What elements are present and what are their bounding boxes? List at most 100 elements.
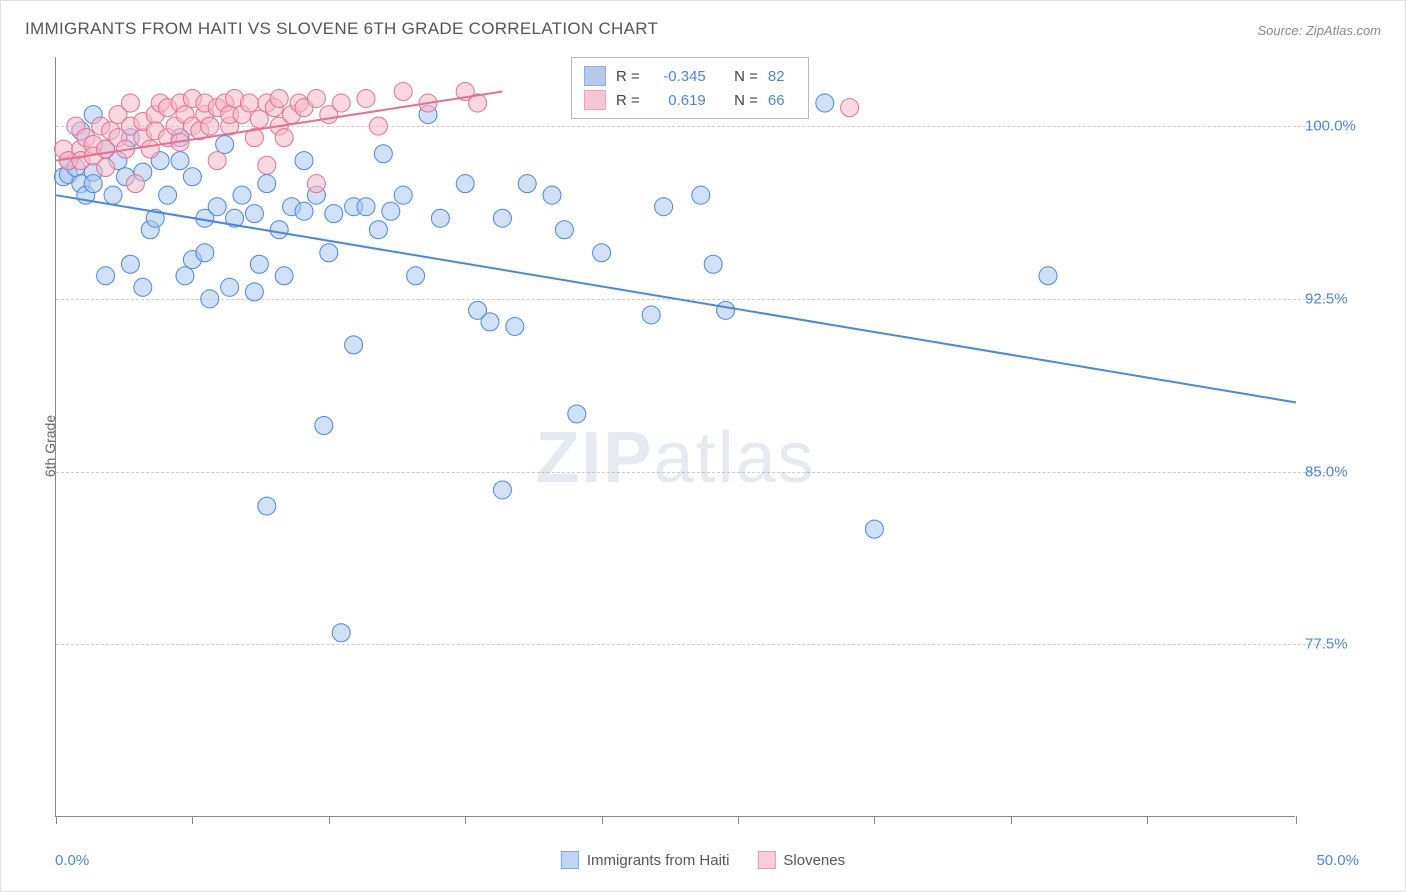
x-tick bbox=[738, 816, 739, 824]
stats-r-value: 0.619 bbox=[650, 92, 706, 109]
scatter-point bbox=[568, 405, 586, 423]
scatter-point bbox=[307, 175, 325, 193]
scatter-point bbox=[704, 255, 722, 273]
scatter-point bbox=[357, 89, 375, 107]
stats-legend: R =-0.345 N =82R =0.619 N =66 bbox=[571, 57, 809, 119]
scatter-point bbox=[518, 175, 536, 193]
scatter-point bbox=[816, 94, 834, 112]
scatter-point bbox=[717, 301, 735, 319]
scatter-point bbox=[84, 175, 102, 193]
stats-n-value: 66 bbox=[768, 92, 796, 109]
legend-label: Slovenes bbox=[783, 852, 845, 869]
scatter-point bbox=[307, 89, 325, 107]
scatter-point bbox=[171, 152, 189, 170]
scatter-point bbox=[493, 481, 511, 499]
scatter-point bbox=[692, 186, 710, 204]
scatter-point bbox=[481, 313, 499, 331]
x-tick bbox=[1147, 816, 1148, 824]
scatter-point bbox=[345, 336, 363, 354]
scatter-point bbox=[201, 290, 219, 308]
scatter-point bbox=[332, 94, 350, 112]
scatter-point bbox=[295, 152, 313, 170]
scatter-point bbox=[315, 416, 333, 434]
y-tick-label: 100.0% bbox=[1305, 118, 1365, 135]
chart-container: IMMIGRANTS FROM HAITI VS SLOVENE 6TH GRA… bbox=[0, 0, 1406, 892]
scatter-point bbox=[275, 129, 293, 147]
stats-row: R =0.619 N =66 bbox=[584, 88, 796, 112]
scatter-point bbox=[245, 283, 263, 301]
scatter-point bbox=[270, 89, 288, 107]
legend-label: Immigrants from Haiti bbox=[587, 852, 730, 869]
scatter-point bbox=[275, 267, 293, 285]
scatter-point bbox=[216, 136, 234, 154]
scatter-point bbox=[295, 202, 313, 220]
scatter-point bbox=[369, 117, 387, 135]
scatter-point bbox=[865, 520, 883, 538]
scatter-point bbox=[394, 83, 412, 101]
x-tick bbox=[465, 816, 466, 824]
scatter-point bbox=[555, 221, 573, 239]
scatter-svg bbox=[56, 57, 1296, 817]
legend-swatch bbox=[757, 851, 775, 869]
x-tick bbox=[56, 816, 57, 824]
scatter-point bbox=[258, 497, 276, 515]
scatter-point bbox=[121, 255, 139, 273]
regression-line bbox=[56, 195, 1296, 402]
scatter-point bbox=[97, 159, 115, 177]
scatter-point bbox=[374, 145, 392, 163]
scatter-point bbox=[258, 175, 276, 193]
stats-n-value: 82 bbox=[768, 68, 796, 85]
x-tick bbox=[1296, 816, 1297, 824]
scatter-point bbox=[250, 255, 268, 273]
scatter-point bbox=[196, 244, 214, 262]
legend-swatch bbox=[561, 851, 579, 869]
plot-area: 100.0%92.5%85.0%77.5% ZIPatlas bbox=[55, 57, 1295, 817]
scatter-point bbox=[655, 198, 673, 216]
y-tick-label: 92.5% bbox=[1305, 290, 1365, 307]
scatter-point bbox=[357, 198, 375, 216]
scatter-point bbox=[250, 110, 268, 128]
scatter-point bbox=[104, 186, 122, 204]
x-axis-max-label: 50.0% bbox=[1316, 852, 1359, 869]
scatter-point bbox=[240, 94, 258, 112]
source-attribution: Source: ZipAtlas.com bbox=[1257, 23, 1381, 38]
scatter-point bbox=[382, 202, 400, 220]
stats-r-prefix: R = bbox=[616, 92, 640, 109]
scatter-point bbox=[141, 140, 159, 158]
scatter-point bbox=[258, 156, 276, 174]
scatter-point bbox=[841, 99, 859, 117]
scatter-point bbox=[208, 152, 226, 170]
scatter-point bbox=[506, 317, 524, 335]
x-axis-min-label: 0.0% bbox=[55, 852, 89, 869]
scatter-point bbox=[320, 244, 338, 262]
x-tick bbox=[874, 816, 875, 824]
stats-r-value: -0.345 bbox=[650, 68, 706, 85]
scatter-point bbox=[369, 221, 387, 239]
stats-row: R =-0.345 N =82 bbox=[584, 64, 796, 88]
stats-swatch bbox=[584, 90, 606, 110]
scatter-point bbox=[642, 306, 660, 324]
chart-title: IMMIGRANTS FROM HAITI VS SLOVENE 6TH GRA… bbox=[25, 19, 658, 39]
scatter-point bbox=[456, 175, 474, 193]
scatter-point bbox=[233, 186, 251, 204]
bottom-legend: Immigrants from Haiti Slovenes bbox=[561, 851, 845, 869]
x-tick bbox=[192, 816, 193, 824]
scatter-point bbox=[221, 278, 239, 296]
scatter-point bbox=[183, 168, 201, 186]
scatter-point bbox=[126, 175, 144, 193]
scatter-point bbox=[543, 186, 561, 204]
scatter-point bbox=[493, 209, 511, 227]
legend-item: Slovenes bbox=[757, 851, 845, 869]
y-tick-label: 77.5% bbox=[1305, 636, 1365, 653]
scatter-point bbox=[325, 205, 343, 223]
scatter-point bbox=[134, 278, 152, 296]
stats-swatch bbox=[584, 66, 606, 86]
scatter-point bbox=[431, 209, 449, 227]
scatter-point bbox=[245, 205, 263, 223]
y-tick-label: 85.0% bbox=[1305, 463, 1365, 480]
scatter-point bbox=[1039, 267, 1057, 285]
x-tick bbox=[1011, 816, 1012, 824]
scatter-point bbox=[332, 624, 350, 642]
x-tick bbox=[602, 816, 603, 824]
scatter-point bbox=[159, 186, 177, 204]
